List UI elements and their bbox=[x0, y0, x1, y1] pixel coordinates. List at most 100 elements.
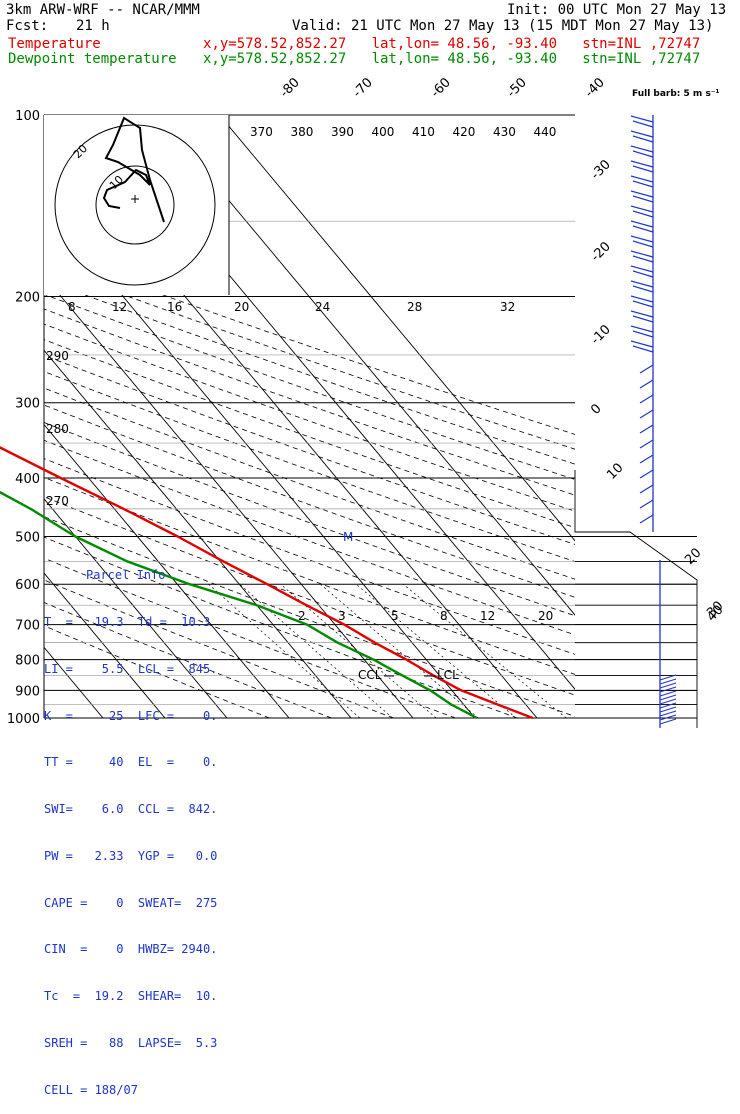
hodo-center-mark bbox=[131, 195, 139, 203]
theta-e-label-380: 380 bbox=[291, 125, 314, 139]
isotherm-label-r-10: -10 bbox=[588, 322, 614, 348]
parcel-row-3: TT = 40 EL = 0. bbox=[44, 755, 218, 770]
theta-e-label-420: 420 bbox=[453, 125, 476, 139]
theta-e-label-370: 370 bbox=[250, 125, 273, 139]
hodo-speed-label-8: 8 bbox=[68, 300, 76, 314]
barb-legend: Full barb: 5 m s⁻¹ bbox=[632, 89, 720, 99]
isotherm-label-r-30: -30 bbox=[588, 157, 614, 183]
parcel-row-9: SREH = 88 LAPSE= 5.3 bbox=[44, 1036, 218, 1050]
dewpoint-legend-info: x,y=578.52,852.27 lat,lon= 48.56, -93.40… bbox=[203, 51, 701, 67]
parcel-info-title: Parcel Info bbox=[86, 568, 166, 583]
hodo-speed-label-12: 12 bbox=[112, 300, 127, 314]
diagram-right-boundary bbox=[574, 470, 698, 728]
isotherm-label-r-20: -20 bbox=[588, 239, 614, 265]
wind-barb bbox=[639, 499, 654, 509]
parcel-row-5: PW = 2.33 YGP = 0.0 bbox=[44, 848, 218, 863]
parcel-row-10: CELL = 188/07 bbox=[44, 1082, 138, 1097]
forecast-hour: 21 h bbox=[76, 18, 110, 34]
pressure-label-900: 900 bbox=[15, 684, 40, 699]
hodo-trace bbox=[102, 116, 165, 223]
pressure-label-400: 400 bbox=[15, 472, 40, 487]
wind-barb bbox=[639, 409, 654, 419]
isotherm-label-r10: 10 bbox=[604, 461, 626, 483]
lcl-marker: LCL bbox=[437, 668, 459, 682]
isotherm--40 bbox=[44, 572, 166, 718]
wind-barb bbox=[659, 694, 677, 701]
wind-barb bbox=[630, 310, 654, 323]
wind-barb bbox=[659, 686, 677, 693]
mixing-ratio-2 bbox=[208, 583, 361, 718]
isotherm-label-r0: 0 bbox=[588, 401, 604, 417]
wind-barb bbox=[630, 325, 654, 338]
wind-barb bbox=[639, 469, 654, 479]
pressure-label-600: 600 bbox=[15, 578, 40, 593]
isotherm-label--80: -80 bbox=[277, 75, 303, 101]
isotherm-label-r20: 20 bbox=[682, 546, 704, 568]
adiabat-label-280: 280 bbox=[46, 422, 69, 436]
wind-barb bbox=[630, 235, 654, 248]
isotherm--10 bbox=[44, 349, 352, 718]
hodo-speed-label-28: 28 bbox=[407, 300, 422, 314]
wind-barb bbox=[630, 115, 654, 128]
mixing-ratio-3 bbox=[239, 583, 393, 718]
pressure-label-700: 700 bbox=[15, 619, 40, 634]
wind-barb bbox=[630, 130, 654, 143]
wind-barb bbox=[639, 454, 654, 464]
valid-time: Valid: 21 UTC Mon 27 May 13 (15 MDT Mon … bbox=[292, 18, 714, 34]
mixing-label-8: 8 bbox=[440, 609, 448, 623]
wind-barb bbox=[659, 678, 677, 685]
isotherm-label--70: -70 bbox=[350, 75, 376, 101]
parcel-info-panel: Parcel Info T = 19.3 Td = 10.3 LI = 5.5 … bbox=[44, 537, 244, 1097]
wind-barb bbox=[659, 690, 677, 697]
parcel-row-0: T = 19.3 Td = 10.3 bbox=[44, 614, 211, 629]
parcel-row-1: LI = 5.5 LCL = 845. bbox=[44, 661, 218, 676]
wind-barb bbox=[639, 484, 654, 494]
wind-barb bbox=[659, 718, 677, 725]
mixing-label-12: 12 bbox=[480, 609, 495, 623]
wind-barb bbox=[659, 702, 677, 709]
temperature-line bbox=[0, 446, 534, 720]
model-title: 3km ARW-WRF -- NCAR/MMM bbox=[6, 2, 200, 18]
hodo-speed-label-24: 24 bbox=[315, 300, 330, 314]
wind-barb bbox=[630, 145, 654, 158]
wind-barb bbox=[630, 265, 654, 278]
pressure-label-200: 200 bbox=[15, 291, 40, 306]
wind-barb bbox=[659, 698, 677, 705]
mixing-label-20: 20 bbox=[538, 609, 553, 623]
theta-e-label-400: 400 bbox=[372, 125, 395, 139]
wind-barb bbox=[630, 280, 654, 293]
wind-barb bbox=[659, 706, 677, 713]
mixing-label-5: 5 bbox=[391, 609, 399, 623]
isotherm-50 bbox=[219, 115, 575, 542]
pressure-label-100: 100 bbox=[15, 109, 40, 124]
isotherm--20 bbox=[44, 423, 290, 718]
wind-barb bbox=[639, 514, 654, 524]
theta-e-label-390: 390 bbox=[331, 125, 354, 139]
hodo-speed-label-16: 16 bbox=[167, 300, 182, 314]
parcel-row-4: SWI= 6.0 CCL = 842. bbox=[44, 802, 218, 817]
wind-barb bbox=[630, 160, 654, 173]
parcel-row-8: Tc = 19.2 SHEAR= 10. bbox=[44, 989, 218, 1004]
wind-barb bbox=[630, 175, 654, 188]
isotherm-label--50: -50 bbox=[504, 75, 530, 101]
wind-barb bbox=[659, 674, 677, 681]
hodo-background bbox=[44, 115, 229, 295]
wind-barb bbox=[630, 340, 654, 353]
wind-barb bbox=[630, 295, 654, 308]
adiabat-label-290: 290 bbox=[46, 349, 69, 363]
hodo-ring-inner bbox=[95, 165, 175, 245]
theta-e-label-440: 440 bbox=[534, 125, 557, 139]
ccl-marker: CCL bbox=[358, 668, 382, 682]
isotherm-label--60: -60 bbox=[428, 75, 454, 101]
pressure-label-800: 800 bbox=[15, 654, 40, 669]
parcel-row-6: CAPE = 0 SWEAT= 275 bbox=[44, 895, 218, 910]
isotherm-label--40: -40 bbox=[582, 75, 608, 101]
parcel-row-7: CIN = 0 HWBZ= 2940. bbox=[44, 942, 218, 957]
wind-barb bbox=[630, 250, 654, 263]
pressure-label-300: 300 bbox=[15, 397, 40, 412]
wind-barb bbox=[659, 682, 677, 689]
parcel-row-2: K = 25 LFC = 0. bbox=[44, 708, 218, 723]
wind-barb bbox=[639, 439, 654, 449]
isotherm--30 bbox=[44, 498, 228, 718]
wind-barb bbox=[630, 190, 654, 203]
